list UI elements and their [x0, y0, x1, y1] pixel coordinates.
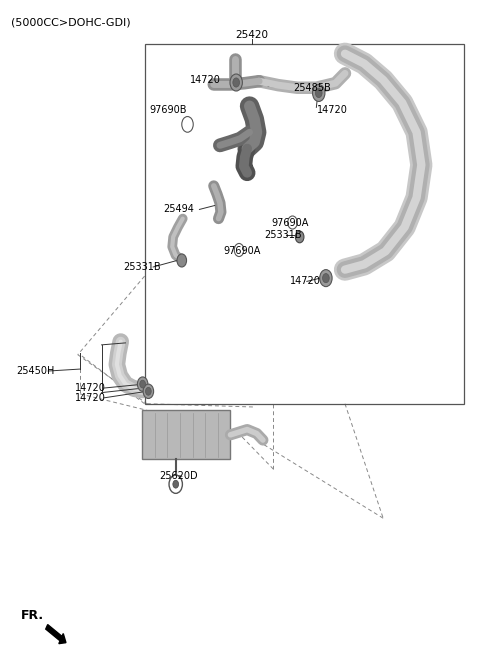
Circle shape	[230, 74, 242, 91]
Circle shape	[177, 254, 187, 267]
Text: 25494: 25494	[164, 204, 194, 214]
Text: 14720: 14720	[75, 383, 106, 393]
Text: (5000CC>DOHC-GDI): (5000CC>DOHC-GDI)	[11, 18, 131, 28]
Text: 25331B: 25331B	[123, 262, 161, 272]
Circle shape	[233, 78, 240, 87]
Circle shape	[173, 480, 179, 488]
Text: FR.: FR.	[21, 608, 44, 622]
Circle shape	[320, 269, 332, 286]
Circle shape	[234, 244, 244, 256]
Circle shape	[143, 384, 154, 399]
Circle shape	[323, 273, 329, 283]
Circle shape	[288, 216, 297, 229]
Text: 14720: 14720	[190, 75, 221, 85]
Bar	[144, 44, 464, 404]
Text: 25620D: 25620D	[159, 471, 197, 482]
Text: 25420: 25420	[235, 30, 268, 41]
Text: 25450H: 25450H	[17, 366, 55, 376]
Circle shape	[140, 380, 145, 388]
Circle shape	[182, 116, 193, 132]
FancyArrow shape	[46, 625, 66, 644]
Text: 97690A: 97690A	[223, 246, 261, 256]
Circle shape	[295, 231, 304, 243]
Text: 25485B: 25485B	[293, 83, 331, 93]
Circle shape	[137, 377, 148, 392]
Circle shape	[312, 85, 325, 101]
Circle shape	[169, 475, 182, 493]
Text: 97690A: 97690A	[271, 217, 308, 227]
Circle shape	[315, 89, 322, 97]
Text: 14720: 14720	[317, 105, 348, 115]
Text: 97690B: 97690B	[149, 105, 187, 115]
Circle shape	[145, 388, 151, 396]
Text: 25331B: 25331B	[264, 230, 301, 240]
Text: 14720: 14720	[75, 393, 106, 403]
Text: 14720: 14720	[290, 277, 321, 286]
Bar	[142, 410, 230, 459]
